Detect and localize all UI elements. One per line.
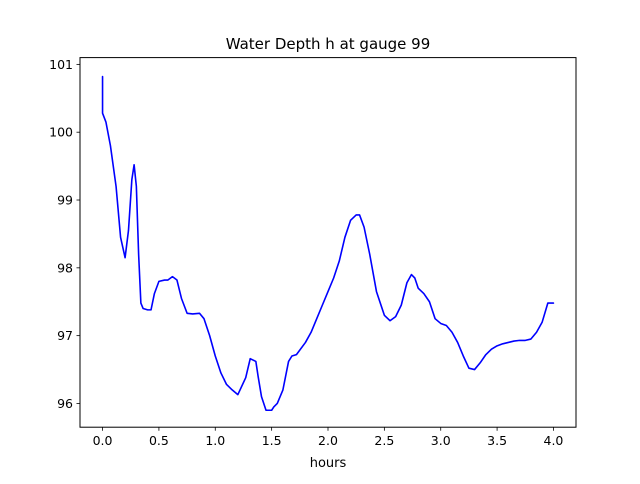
x-tick-label: 3.0: [431, 433, 451, 448]
y-axis: 96 97 98 99 100 101: [49, 57, 80, 411]
y-tick-label: 98: [57, 260, 73, 275]
x-tick-label: 1.0: [205, 433, 225, 448]
x-axis: 0.0 0.5 1.0 1.5 2.0 2.5 3.0 3.5 4.0: [93, 427, 564, 448]
x-tick-label: 4.0: [544, 433, 564, 448]
x-tick-label: 0.5: [149, 433, 169, 448]
y-tick-label: 96: [57, 396, 73, 411]
x-tick-label: 2.5: [374, 433, 394, 448]
y-tick-label: 99: [57, 193, 73, 208]
plot-area: [101, 75, 555, 412]
y-tick-label: 97: [57, 328, 73, 343]
x-tick-label: 0.0: [93, 433, 113, 448]
x-tick-label: 1.5: [262, 433, 282, 448]
y-tick-label: 100: [49, 125, 73, 140]
y-tick-label: 101: [49, 57, 73, 72]
x-axis-label: hours: [310, 456, 347, 471]
series-line-0: [101, 75, 555, 412]
chart-title: Water Depth h at gauge 99: [226, 35, 431, 53]
x-tick-label: 3.5: [487, 433, 507, 448]
x-tick-label: 2.0: [318, 433, 338, 448]
